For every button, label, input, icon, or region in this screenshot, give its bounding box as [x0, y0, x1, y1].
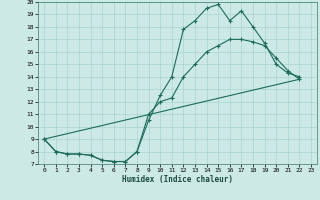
X-axis label: Humidex (Indice chaleur): Humidex (Indice chaleur) [122, 175, 233, 184]
